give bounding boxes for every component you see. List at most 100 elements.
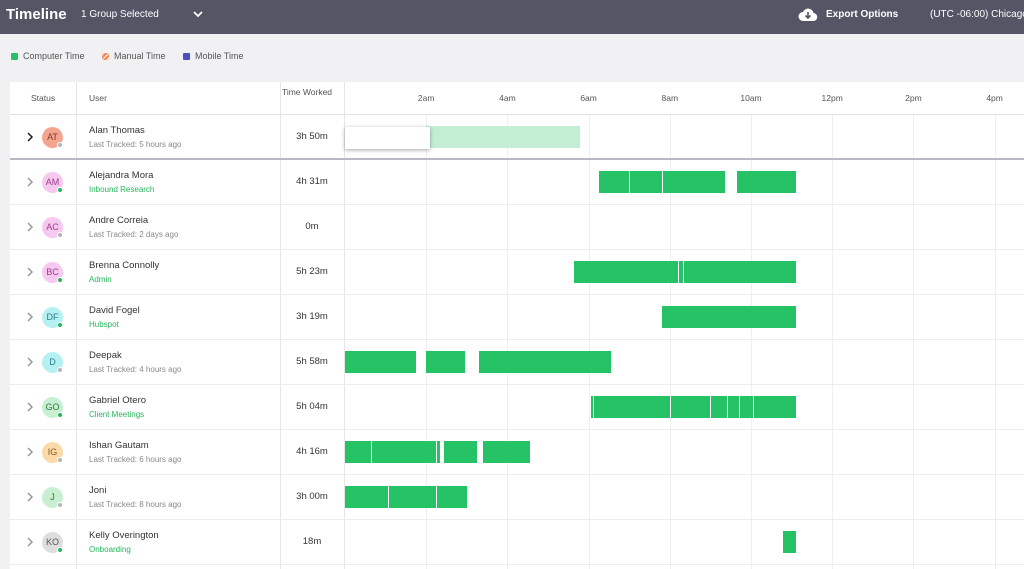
avatar-initials: AC <box>46 222 59 232</box>
table-row[interactable]: KO Kelly Overington Onboarding 18m <box>10 520 1024 565</box>
status-dot <box>57 502 63 508</box>
hour-gridline <box>994 115 996 569</box>
user-name[interactable]: David Fogel <box>89 305 140 316</box>
segment-divider <box>682 261 684 283</box>
timezone-selector[interactable]: (UTC -06:00) Chicago <box>930 9 1024 20</box>
time-segment-bar[interactable] <box>345 351 417 373</box>
hour-gridline <box>669 115 671 569</box>
user-name[interactable]: Joni <box>89 485 107 496</box>
user-name[interactable]: Deepak <box>89 350 122 361</box>
chevron-right-icon[interactable] <box>26 132 34 142</box>
hour-gridline <box>913 115 915 569</box>
time-worked: 3h 19m <box>296 311 328 322</box>
hour-tick-label: 8am <box>661 93 679 103</box>
time-segment-bar[interactable] <box>426 126 581 148</box>
table-row[interactable]: AT Alan Thomas Last Tracked: 5 hours ago 3h… <box>10 115 1024 160</box>
user-subtitle: Last Tracked: 4 hours ago <box>89 365 182 374</box>
table-row[interactable]: D Deepak Last Tracked: 4 hours ago 5h 58m <box>10 340 1024 385</box>
table-row[interactable]: IG Ishan Gautam Last Tracked: 6 hours ago 4… <box>10 430 1024 475</box>
time-worked: 3h 50m <box>296 131 328 142</box>
time-segment-bar[interactable] <box>345 486 467 508</box>
avatar-initials: D <box>49 357 56 367</box>
hour-tick-label: 12pm <box>821 93 843 103</box>
time-worked: 5h 58m <box>296 356 328 367</box>
chevron-down-icon[interactable] <box>192 8 204 20</box>
segment-divider <box>669 396 671 418</box>
time-segment-bar[interactable] <box>783 531 796 553</box>
timeline-table: Status User Time Worked 2am 4am 6am 8am 10am… <box>10 82 1024 569</box>
table-row[interactable]: DF David Fogel Hubspot 3h 19m <box>10 295 1024 340</box>
legend-label: Manual Time <box>114 51 166 61</box>
chevron-right-icon[interactable] <box>26 177 34 187</box>
timeline-selection-box[interactable] <box>345 127 431 149</box>
user-name[interactable]: Kelly Overington <box>89 530 159 541</box>
user-subtitle: Admin <box>89 275 112 284</box>
segment-divider <box>726 396 728 418</box>
chevron-right-icon[interactable] <box>26 357 34 367</box>
hour-gridline <box>751 115 752 569</box>
status-dot <box>57 367 63 373</box>
chevron-right-icon[interactable] <box>26 222 34 232</box>
table-header: Status User Time Worked 2am 4am 6am 8am 10am… <box>10 82 1024 115</box>
avatar-initials: AM <box>45 177 60 187</box>
chevron-right-icon[interactable] <box>26 537 34 547</box>
export-options-label: Export Options <box>826 9 899 20</box>
user-name[interactable]: Gabriel Otero <box>89 395 147 406</box>
time-segment-bar[interactable] <box>736 171 796 193</box>
user-name[interactable]: Alan Thomas <box>89 125 145 136</box>
avatar-initials: IG <box>47 447 58 457</box>
time-segment-bar[interactable] <box>574 261 796 283</box>
user-name[interactable]: Brenna Connolly <box>89 260 160 271</box>
hour-tick-label: 10am <box>740 93 762 103</box>
segment-divider <box>753 396 755 418</box>
user-subtitle: Inbound Research <box>89 185 155 194</box>
time-worked: 5h 23m <box>296 266 328 277</box>
hour-tick-label: 2pm <box>905 93 922 103</box>
user-name[interactable]: Ishan Gautam <box>89 440 149 451</box>
status-dot <box>57 457 63 463</box>
legend-label: Computer Time <box>23 51 85 61</box>
chevron-right-icon[interactable] <box>26 267 34 277</box>
chevron-right-icon[interactable] <box>26 447 34 457</box>
table-row[interactable]: AC Andre Correia Last Tracked: 2 days ago 0… <box>10 205 1024 250</box>
user-name[interactable]: Alejandra Mora <box>89 170 154 181</box>
segment-divider <box>677 261 679 283</box>
status-dot <box>57 322 63 328</box>
avatar-initials: GO <box>45 402 60 412</box>
hour-tick-label: 6am <box>580 93 597 103</box>
time-worked: 4h 31m <box>296 176 328 187</box>
user-name[interactable]: Andre Correia <box>89 215 149 226</box>
user-subtitle: Last Tracked: 2 days ago <box>89 230 179 239</box>
time-segment-bar[interactable] <box>661 306 796 328</box>
time-segment-bar[interactable] <box>444 441 477 463</box>
avatar-initials: J <box>50 492 55 502</box>
user-subtitle: Last Tracked: 5 hours ago <box>89 140 182 149</box>
user-subtitle: Last Tracked: 8 hours ago <box>89 500 182 509</box>
hour-tick-label: 2am <box>417 93 435 103</box>
group-selector[interactable]: 1 Group Selected <box>81 9 159 20</box>
legend-label: Mobile Time <box>195 51 244 61</box>
time-segment-bar[interactable] <box>478 351 611 373</box>
avatar-initials: DF <box>46 312 59 322</box>
chevron-right-icon[interactable] <box>26 402 34 412</box>
time-segment-bar[interactable] <box>426 351 465 373</box>
time-segment-bar[interactable] <box>483 441 530 463</box>
table-row[interactable]: BC Brenna Connolly Admin 5h 23m <box>10 250 1024 295</box>
time-worked: 4h 16m <box>296 446 328 457</box>
table-row[interactable]: J Joni Last Tracked: 8 hours ago 3h 00m <box>10 475 1024 520</box>
chevron-right-icon[interactable] <box>26 492 34 502</box>
hour-gridline <box>507 115 509 569</box>
col-divider <box>280 82 281 569</box>
table-row[interactable]: GO Gabriel Otero Client Meetings 5h 04m <box>10 385 1024 430</box>
time-segment-bar[interactable] <box>590 396 796 418</box>
hour-gridline <box>832 115 834 569</box>
user-subtitle: Last Tracked: 6 hours ago <box>89 455 182 464</box>
time-segment-bar[interactable] <box>345 441 441 463</box>
segment-divider <box>436 486 438 508</box>
hour-gridline <box>588 115 590 569</box>
legend-swatch-mobile <box>183 53 190 60</box>
legend-swatch-manual <box>102 53 109 60</box>
table-row[interactable]: AM Alejandra Mora Inbound Research 4h 31m <box>10 160 1024 205</box>
page-title: Timeline <box>6 6 67 23</box>
chevron-right-icon[interactable] <box>26 312 34 322</box>
